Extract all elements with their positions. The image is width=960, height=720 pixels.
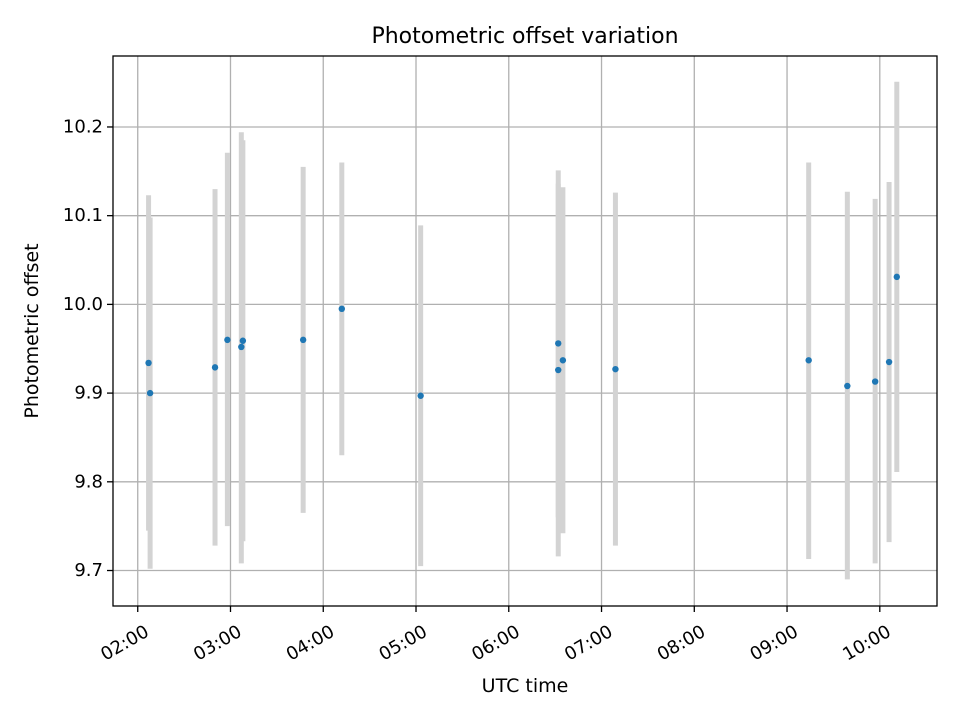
- data-point: [238, 343, 245, 351]
- y-tick-label: 10.2: [63, 116, 103, 137]
- data-point: [211, 364, 219, 371]
- data-point: [893, 273, 901, 281]
- plot-frame: [112, 55, 938, 607]
- data-point: [871, 378, 879, 385]
- data-point: [338, 305, 346, 313]
- data-point: [555, 366, 562, 374]
- data-point: [844, 382, 851, 390]
- data-point: [299, 336, 307, 344]
- data-point: [146, 389, 154, 397]
- data-point: [612, 365, 619, 373]
- x-axis-label: UTC time: [482, 675, 569, 697]
- y-tick-label: 9.8: [74, 471, 103, 492]
- data-point: [885, 358, 893, 366]
- y-tick-label: 10.1: [63, 205, 103, 226]
- y-axis-label: Photometric offset: [21, 243, 43, 418]
- data-point: [239, 337, 247, 344]
- grid: [113, 56, 937, 606]
- chart-title: Photometric offset variation: [371, 24, 678, 49]
- data-point: [417, 392, 424, 399]
- data-point: [805, 357, 812, 364]
- data-point: [224, 336, 231, 344]
- data-point: [555, 340, 562, 347]
- data-point: [559, 357, 567, 364]
- data-point: [145, 359, 152, 367]
- data-points: [145, 273, 901, 399]
- y-tick-label: 9.9: [74, 383, 103, 404]
- y-axis: 9.7 9.8 9.9 10.0 10.1 10.2: [63, 116, 113, 581]
- y-tick-label: 10.0: [63, 294, 103, 315]
- y-tick-label: 9.7: [74, 560, 103, 581]
